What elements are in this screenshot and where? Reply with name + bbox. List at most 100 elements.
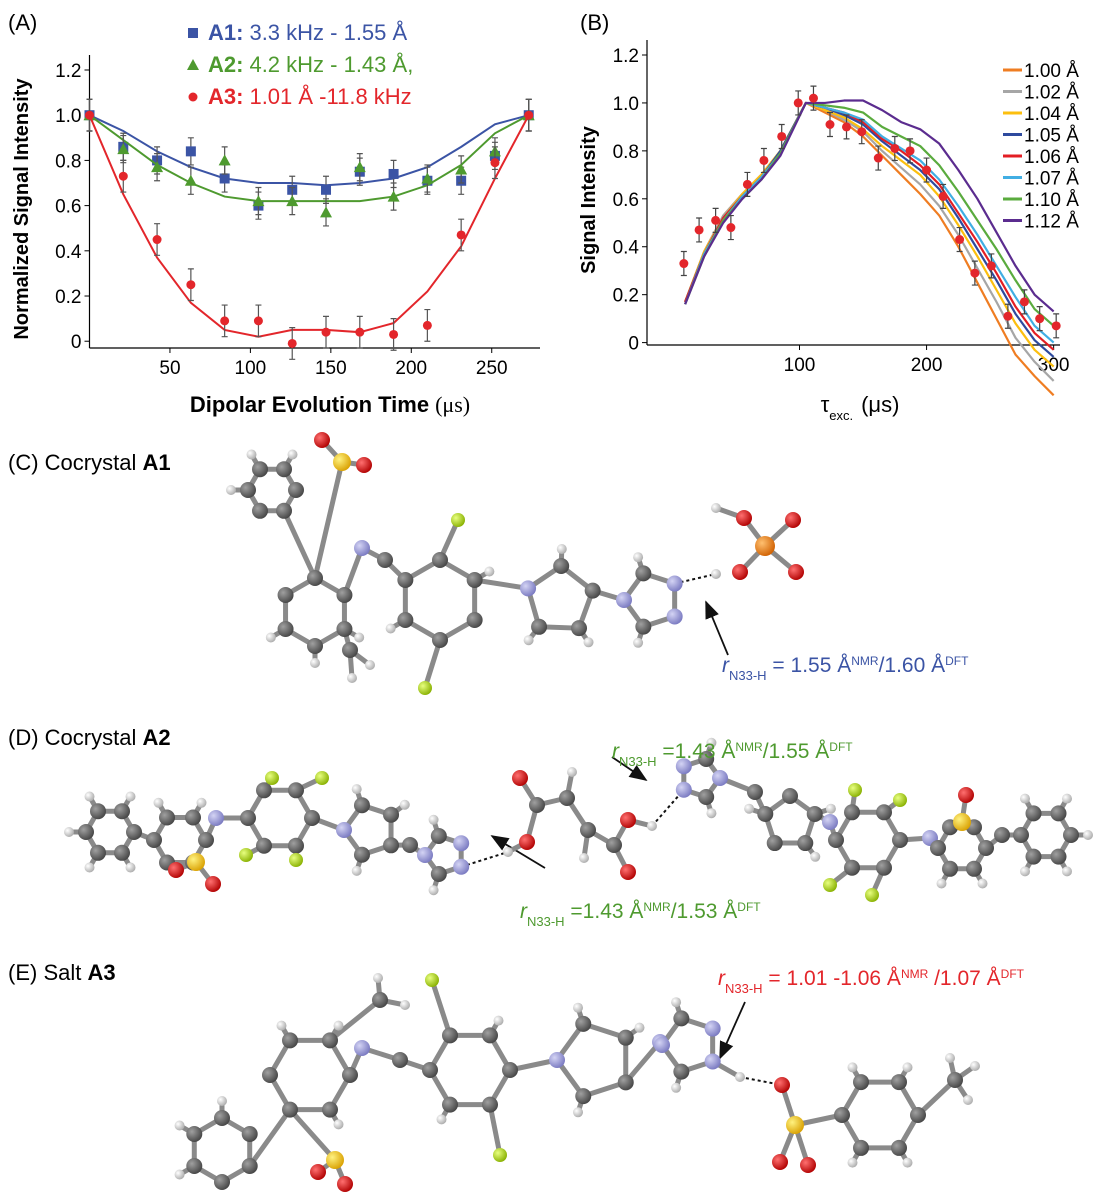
atom	[392, 1052, 408, 1068]
atom	[342, 1067, 358, 1083]
x-tick-label: 200	[395, 358, 427, 379]
data-point	[85, 110, 94, 120]
atom	[252, 461, 268, 478]
bond	[487, 1102, 503, 1158]
atom	[953, 813, 971, 831]
atom	[310, 1164, 326, 1180]
atom	[573, 1107, 584, 1118]
data-point	[524, 110, 534, 120]
subscript: N33-H	[725, 981, 763, 996]
y-axis-title: Normalized Signal Intensity	[11, 78, 33, 340]
subscript: N33-H	[729, 668, 767, 683]
atom	[322, 1032, 338, 1049]
atom	[373, 973, 383, 983]
atom	[288, 837, 304, 854]
data-point	[490, 158, 500, 168]
panel-title-text: (E) Salt	[8, 960, 87, 985]
data-point	[320, 206, 333, 218]
atom	[736, 510, 752, 526]
data-point	[857, 127, 867, 137]
atom	[698, 750, 715, 767]
pointer-arrow	[719, 1001, 746, 1060]
atom	[277, 587, 294, 603]
atom	[315, 771, 329, 785]
atom	[208, 810, 224, 826]
atom	[671, 1082, 682, 1093]
fit-line	[88, 114, 530, 203]
legend-label: A2: 4.2 kHz - 1.43 Å,	[208, 52, 413, 77]
atom	[575, 1015, 592, 1032]
atom	[772, 1154, 788, 1170]
bond	[287, 1107, 338, 1163]
series-line	[684, 99, 1055, 313]
atom	[84, 791, 95, 802]
atom	[970, 1061, 980, 1071]
atom	[732, 564, 748, 580]
y-tick-label: 0.2	[55, 287, 81, 308]
y-tick-label: 0.4	[613, 238, 640, 259]
y-tick-label: 0.8	[613, 142, 639, 163]
atom	[276, 502, 292, 519]
atom	[276, 461, 292, 478]
atom	[282, 1101, 298, 1118]
distance-annotation: rN33-H = 1.55 ÅNMR/1.60 ÅDFT	[722, 654, 969, 683]
atom	[902, 1062, 913, 1073]
atom	[825, 803, 836, 814]
atom	[326, 1151, 344, 1169]
atom	[482, 1027, 498, 1044]
data-point	[286, 195, 299, 207]
legend-label: 1.00 Å	[1024, 61, 1079, 82]
value: /1.60 Å	[879, 654, 946, 677]
atom	[945, 1053, 955, 1063]
atom	[876, 804, 892, 821]
atom	[556, 544, 567, 555]
bond	[281, 508, 318, 581]
atom	[847, 1157, 858, 1168]
atom	[214, 1174, 230, 1190]
atom	[226, 485, 236, 495]
atom	[782, 788, 798, 804]
atom	[706, 737, 717, 748]
y-tick-label: 1.2	[613, 46, 639, 67]
atom	[383, 806, 400, 823]
data-point	[287, 338, 297, 348]
x-axis-title-unit: (μs)	[861, 392, 899, 417]
atom	[310, 658, 320, 668]
data-point	[759, 155, 769, 165]
superscript: DFT	[1001, 967, 1025, 981]
atom	[466, 612, 483, 628]
data-point	[742, 179, 752, 189]
data-point	[117, 143, 130, 155]
atom	[553, 558, 570, 575]
atom	[430, 827, 447, 844]
atom	[353, 846, 370, 863]
legend-label: 1.06 Å	[1024, 147, 1079, 168]
atom	[185, 809, 201, 826]
atom	[90, 803, 106, 820]
atom	[735, 1072, 745, 1082]
series-line	[684, 101, 1055, 397]
atom	[417, 847, 433, 863]
panel-compound: A2	[142, 725, 170, 750]
atom	[573, 1002, 584, 1013]
atom	[853, 1139, 869, 1156]
panel-title: (E) Salt A3	[8, 960, 116, 985]
bond	[623, 1039, 663, 1085]
atom	[520, 580, 537, 597]
hydrogen-bond	[739, 1076, 783, 1086]
atom	[1062, 866, 1072, 877]
x-tick-label: 100	[784, 355, 816, 376]
x-axis-title-text: Dipolar Evolution Time	[190, 392, 429, 417]
data-point	[321, 184, 332, 195]
atom	[252, 502, 268, 519]
distance-annotation: rN33-H = 1.01 -1.06 ÅNMR /1.07 ÅDFT	[718, 967, 1025, 996]
panel-compound: A1	[142, 450, 170, 475]
symbol: r	[722, 654, 730, 677]
atom	[168, 862, 184, 878]
atom	[902, 1157, 913, 1168]
legend-name: A3:	[208, 84, 243, 109]
y-tick-label: 0	[628, 334, 639, 355]
legend-marker	[188, 28, 198, 38]
legend-label: 1.10 Å	[1024, 190, 1079, 211]
